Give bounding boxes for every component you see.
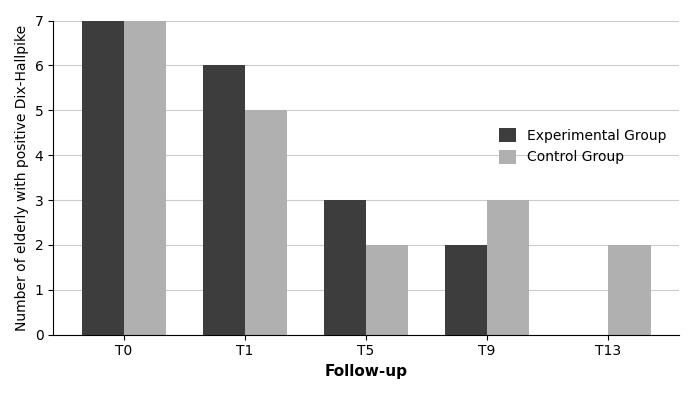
Bar xyxy=(323,200,366,335)
Legend: Experimental Group, Control Group: Experimental Group, Control Group xyxy=(493,123,672,170)
Bar xyxy=(445,245,487,335)
Bar xyxy=(245,110,287,335)
Bar xyxy=(124,20,167,335)
X-axis label: Follow-up: Follow-up xyxy=(325,364,407,379)
Bar xyxy=(366,245,409,335)
Bar xyxy=(82,20,124,335)
Y-axis label: Number of elderly with positive Dix-Hallpike: Number of elderly with positive Dix-Hall… xyxy=(15,24,29,331)
Bar xyxy=(487,200,530,335)
Bar xyxy=(203,65,245,335)
Bar xyxy=(608,245,650,335)
